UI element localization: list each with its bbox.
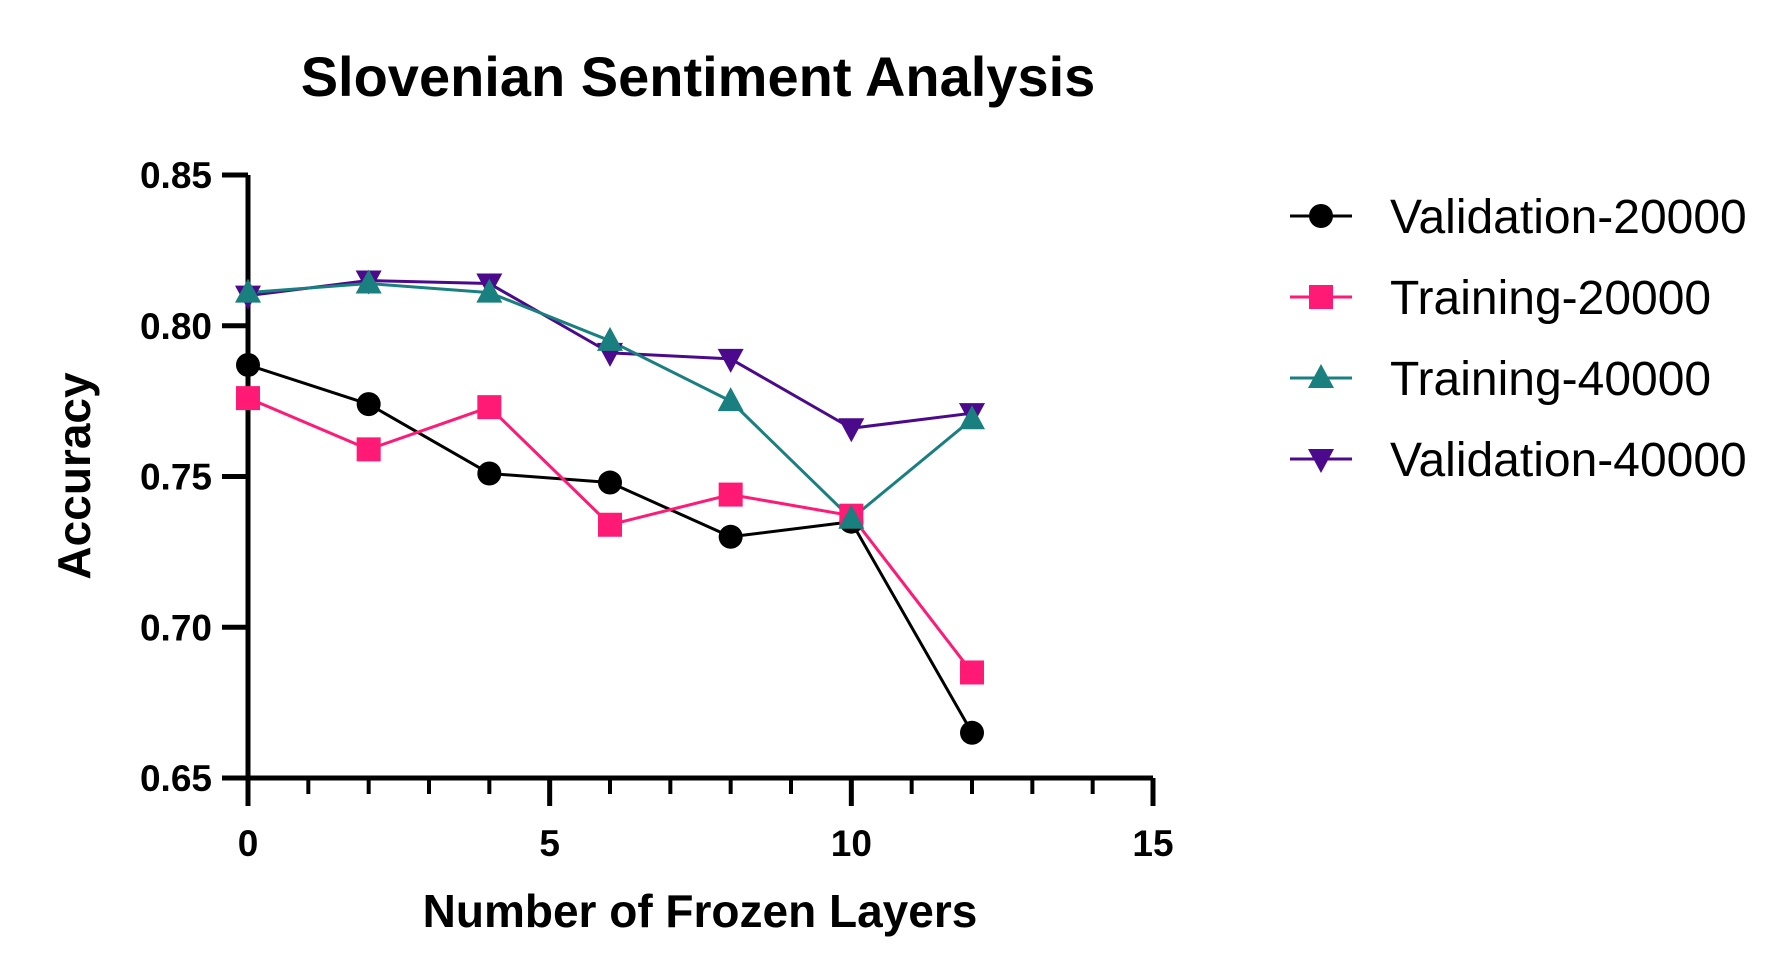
legend-marker <box>1309 204 1333 228</box>
x-tick-label: 0 <box>238 823 259 864</box>
data-point-validation-40000 <box>717 348 744 373</box>
data-point-validation-20000 <box>356 392 381 417</box>
data-point-validation-20000 <box>718 524 743 549</box>
data-point-training-20000 <box>960 660 984 685</box>
legend-label: Training-20000 <box>1390 272 1711 325</box>
legend: Validation-20000 Training-20000 Training-4… <box>1290 191 1747 487</box>
y-tick-label: 0.85 <box>140 155 212 196</box>
y-tick-label: 0.70 <box>140 607 212 648</box>
legend-marker <box>1308 364 1334 388</box>
data-point-validation-20000 <box>960 720 984 745</box>
legend-label: Validation-40000 <box>1390 434 1747 487</box>
data-point-training-40000 <box>717 387 744 412</box>
chart-title: Slovenian Sentiment Analysis <box>301 45 1096 108</box>
y-tick-label: 0.80 <box>140 306 212 347</box>
legend-marker <box>1308 449 1334 473</box>
x-axis-label: Number of Frozen Layers <box>423 885 978 937</box>
legend-item: Training-20000 <box>1290 272 1711 325</box>
axes <box>245 175 1153 781</box>
data-point-validation-40000 <box>838 418 865 443</box>
axis-ticks <box>222 172 1156 806</box>
x-tick-label: 5 <box>539 823 560 864</box>
data-point-training-20000 <box>477 395 502 420</box>
data-point-validation-20000 <box>477 461 502 486</box>
axis-tick-labels: 0 5 10 15 0.65 0.70 0.75 0.80 0.85 <box>140 155 1174 864</box>
x-tick-label: 10 <box>831 823 872 864</box>
legend-label: Validation-20000 <box>1390 191 1747 244</box>
data-point-training-20000 <box>356 437 381 462</box>
data-point-training-40000 <box>476 278 503 303</box>
legend-marker <box>1309 285 1333 309</box>
data-point-training-40000 <box>838 504 865 529</box>
data-point-validation-20000 <box>236 352 260 377</box>
series-markers <box>235 269 985 745</box>
series-line-validation-20000 <box>247 363 974 734</box>
data-point-training-40000 <box>235 278 261 303</box>
y-tick-label: 0.75 <box>140 457 212 498</box>
legend-item: Validation-20000 <box>1290 191 1747 244</box>
y-tick-label: 0.65 <box>140 758 212 799</box>
data-point-training-20000 <box>236 386 260 411</box>
x-tick-label: 15 <box>1132 823 1173 864</box>
data-point-training-20000 <box>598 512 622 537</box>
data-point-validation-20000 <box>598 470 622 495</box>
data-point-training-40000 <box>355 269 382 294</box>
data-point-training-40000 <box>959 405 985 430</box>
data-point-training-20000 <box>718 482 743 507</box>
y-axis-label: Accuracy <box>48 372 100 580</box>
legend-item: Validation-40000 <box>1290 434 1747 487</box>
data-point-training-40000 <box>597 326 623 351</box>
legend-label: Training-40000 <box>1390 353 1711 406</box>
legend-item: Training-40000 <box>1290 353 1711 406</box>
